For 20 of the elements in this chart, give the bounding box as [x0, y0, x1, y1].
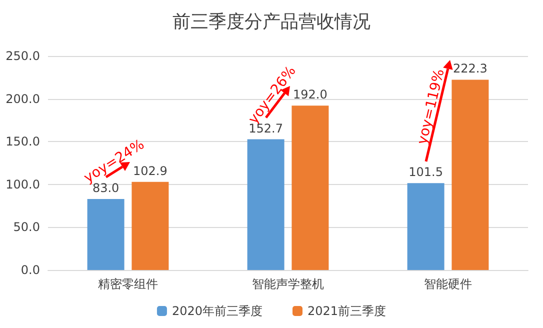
y-tick-label: 150.0	[6, 134, 40, 149]
bar	[247, 139, 284, 270]
x-tick-label: 智能硬件	[424, 277, 472, 291]
bar	[407, 183, 444, 270]
data-label: 192.0	[293, 88, 328, 102]
x-tick-label: 精密零组件	[98, 277, 158, 291]
y-tick-label: 50.0	[13, 220, 40, 234]
chart-title: 前三季度分产品营收情况	[172, 12, 370, 32]
y-tick-label: 100.0	[6, 177, 40, 192]
legend-label: 2020年前三季度	[172, 304, 263, 318]
legend-label: 2021前三季度	[308, 304, 386, 318]
data-label: 101.5	[408, 165, 443, 180]
data-label: 83.0	[92, 180, 120, 195]
bar	[87, 198, 124, 270]
y-tick-label: 200.0	[6, 92, 40, 106]
y-tick-label: 0.0	[20, 263, 40, 277]
data-label: 222.3	[453, 62, 488, 76]
y-tick-label: 250.0	[6, 49, 40, 63]
x-tick-label: 智能声学整机	[252, 277, 324, 291]
bar	[452, 80, 489, 270]
